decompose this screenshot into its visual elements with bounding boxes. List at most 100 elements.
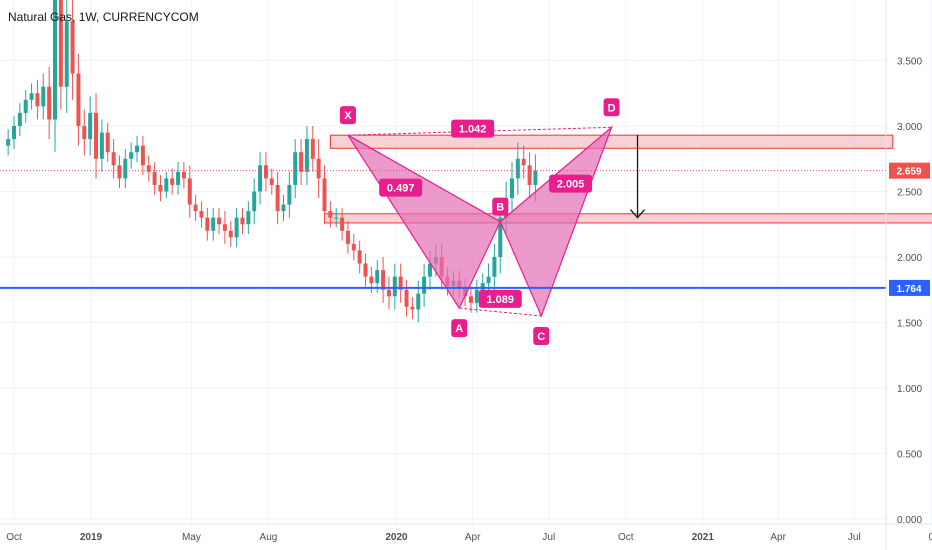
candle-body bbox=[275, 184, 280, 212]
point-label: D bbox=[608, 102, 616, 114]
target-arrow-head bbox=[630, 209, 646, 219]
candle-body bbox=[474, 289, 479, 303]
candle-body bbox=[340, 217, 345, 231]
candle-body bbox=[281, 204, 286, 212]
candle-body bbox=[240, 217, 245, 225]
candle-body bbox=[422, 276, 427, 294]
candle-body bbox=[176, 171, 181, 185]
candle-body bbox=[398, 276, 403, 290]
y-tick-label: 3.500 bbox=[897, 57, 922, 68]
candle-body bbox=[492, 257, 497, 277]
candle-body bbox=[94, 112, 99, 159]
candle-body bbox=[129, 152, 134, 159]
candle-body bbox=[381, 270, 386, 290]
candle-body bbox=[351, 243, 356, 251]
candle-body bbox=[140, 145, 145, 166]
candle-body bbox=[334, 217, 339, 219]
candle-body bbox=[58, 0, 63, 87]
candle-body bbox=[82, 126, 87, 140]
candle-body bbox=[217, 217, 222, 225]
x-tick-label: Oct bbox=[618, 532, 634, 543]
level-price-tag-label: 1.764 bbox=[896, 284, 921, 295]
zones bbox=[324, 134, 932, 224]
point-label: A bbox=[455, 323, 463, 335]
y-tick-label: 1.500 bbox=[897, 319, 922, 330]
candle-body bbox=[509, 178, 514, 199]
candle-body bbox=[386, 289, 391, 297]
candle-body bbox=[211, 217, 216, 231]
candle-body bbox=[293, 152, 298, 185]
candle-body bbox=[41, 86, 46, 107]
candle-body bbox=[17, 112, 22, 126]
candle-body bbox=[53, 0, 58, 120]
candle-body bbox=[105, 132, 110, 153]
candle-body bbox=[480, 283, 485, 290]
y-axis-ticks: 3.500 3.000 2.500 2.000 1.500 1.000 0.500 0.000 bbox=[897, 57, 922, 527]
candle-body bbox=[88, 112, 93, 140]
support-level bbox=[0, 170, 886, 289]
x-tick-label: 2019 bbox=[80, 532, 103, 543]
candle-body bbox=[47, 86, 52, 120]
candle-body bbox=[363, 263, 368, 277]
candle-body bbox=[193, 204, 198, 212]
candle-body bbox=[199, 211, 204, 218]
candle-body bbox=[205, 217, 210, 231]
candle-body bbox=[392, 276, 397, 297]
point-badge-x bbox=[339, 106, 356, 125]
ratio-label: 0.497 bbox=[387, 183, 415, 195]
ratio-badge bbox=[549, 174, 593, 193]
candle-body bbox=[99, 132, 104, 159]
x-tick-label: May bbox=[182, 532, 201, 543]
current-price-tag-bg bbox=[889, 162, 930, 179]
candle-body bbox=[152, 171, 157, 185]
candle-body bbox=[527, 165, 532, 185]
candle-body bbox=[29, 93, 34, 100]
y-tick-label: 2.500 bbox=[897, 188, 922, 199]
candle-body bbox=[111, 152, 116, 166]
current-price-tag-label: 2.659 bbox=[896, 167, 921, 178]
y-tick-label: 0.500 bbox=[897, 450, 922, 461]
x-tick-label: 2020 bbox=[385, 532, 408, 543]
candle-body bbox=[263, 165, 268, 179]
candle-body bbox=[427, 263, 432, 277]
ratio-label: 2.005 bbox=[557, 179, 585, 191]
candle-body bbox=[23, 99, 28, 113]
y-tick-label: 2.000 bbox=[897, 253, 922, 264]
point-badge-c bbox=[533, 326, 550, 345]
chart-title: Natural Gas, 1W, CURRENCYCOM bbox=[8, 10, 199, 24]
candle-body bbox=[299, 152, 304, 172]
x-tick-label: 0 bbox=[929, 532, 932, 543]
candle-body bbox=[76, 73, 81, 126]
candle-body bbox=[70, 21, 75, 74]
x-tick-label: Jul bbox=[848, 532, 861, 543]
x-tick-label: Apr bbox=[465, 532, 481, 543]
candle-body bbox=[146, 165, 151, 172]
candle-body bbox=[357, 250, 362, 264]
candle-body bbox=[304, 139, 309, 172]
candle-body bbox=[468, 296, 473, 303]
point-label: B bbox=[496, 202, 504, 214]
candle-body bbox=[258, 165, 263, 192]
x-tick-label: Oct bbox=[6, 532, 22, 543]
bd-line bbox=[499, 126, 612, 223]
candle-body bbox=[158, 184, 163, 192]
point-label: X bbox=[344, 110, 352, 122]
candle-body bbox=[35, 93, 40, 107]
candle-body bbox=[117, 165, 122, 179]
candle-body bbox=[287, 184, 292, 205]
ratio-badge bbox=[379, 178, 423, 197]
candle-body bbox=[234, 217, 239, 238]
x-tick-label: 2021 bbox=[692, 532, 715, 543]
candle-body bbox=[64, 21, 69, 87]
candle-body bbox=[410, 306, 415, 310]
candle-body bbox=[269, 178, 274, 185]
price-tags: 2.659 1.764 bbox=[889, 162, 930, 296]
x-tick-label: Aug bbox=[260, 532, 278, 543]
x-tick-label: Apr bbox=[770, 532, 786, 543]
candle-body bbox=[246, 211, 251, 225]
candle-body bbox=[416, 293, 421, 310]
harmonic-pattern: 1.042 0.497 2.005 1.089 X A B C D bbox=[339, 98, 646, 345]
candle-body bbox=[170, 178, 175, 185]
